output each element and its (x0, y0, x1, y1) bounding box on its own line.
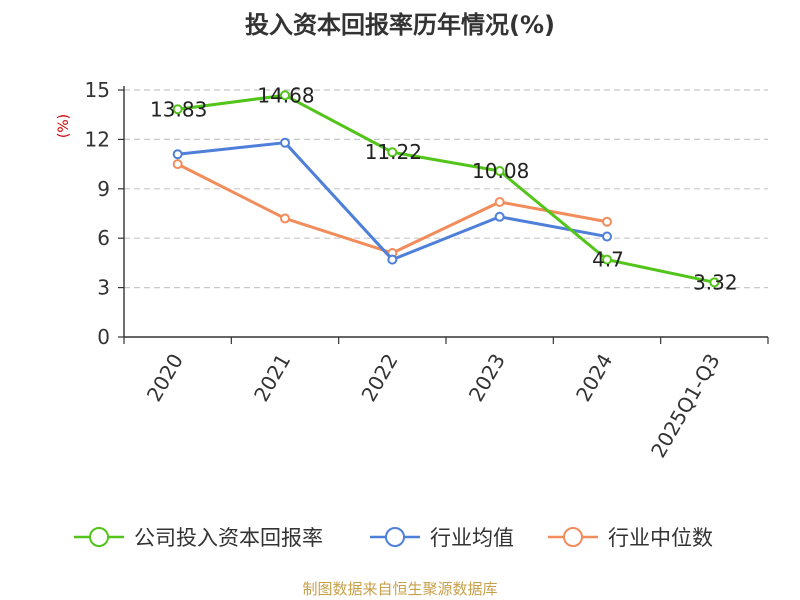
data-point (494, 211, 505, 222)
data-label: 11.22 (365, 140, 422, 164)
data-label: 14.68 (257, 83, 314, 107)
legend-label: 行业均值 (430, 526, 514, 550)
y-tick-label: 3 (97, 276, 110, 300)
data-point (709, 277, 720, 288)
y-tick-label: 6 (97, 226, 110, 250)
series-lines (172, 90, 720, 288)
data-point (602, 216, 612, 227)
chart-title: 投入资本回报率历年情况(%) (245, 11, 555, 39)
x-tick-label: 2020 (142, 350, 188, 406)
legend-marker (563, 527, 583, 547)
data-point (280, 90, 290, 101)
data-label: 3.32 (693, 270, 738, 294)
data-point (387, 147, 398, 158)
x-tick-label: 2024 (571, 350, 617, 406)
data-point (172, 104, 183, 115)
y-axis-label: (%) (56, 114, 72, 138)
data-point (280, 213, 290, 224)
data-label: 13.83 (150, 97, 207, 121)
data-point (494, 166, 505, 177)
data-point (494, 196, 505, 207)
legend-marker (385, 527, 405, 547)
gridlines (124, 89, 768, 289)
legend-label: 公司投入资本回报率 (134, 526, 323, 550)
y-tick-label: 0 (97, 325, 110, 349)
x-tick-label: 2021 (249, 350, 295, 406)
data-label: 4.7 (592, 248, 624, 272)
data-point (280, 137, 290, 148)
legend: 公司投入资本回报率 行业均值 行业中位数 (74, 526, 713, 550)
data-point (172, 159, 183, 170)
series-line (177, 93, 715, 284)
axes: 0 3 6 9 12 15 2020 2021 2022 2023 2024 2025Q1-Q3 (85, 78, 769, 462)
legend-label: 行业中位数 (608, 526, 713, 550)
data-labels: 13.83 14.68 11.22 10.08 4.7 3.32 (150, 83, 738, 294)
y-tick-label: 9 (97, 177, 110, 201)
data-point (387, 254, 398, 265)
y-tick-label: 15 (85, 78, 110, 102)
x-tick-label: 2025Q1-Q3 (646, 350, 725, 462)
data-point (172, 149, 183, 160)
data-label: 10.08 (472, 159, 529, 183)
y-tick-label: 12 (85, 127, 110, 151)
x-tick-label: 2023 (464, 349, 510, 405)
data-point (602, 254, 612, 265)
legend-marker (89, 527, 109, 547)
data-point (602, 231, 612, 242)
source-note: 制图数据来自恒生聚源数据库 (302, 580, 497, 598)
x-tick-label: 2022 (356, 350, 402, 406)
series-line (176, 162, 608, 255)
